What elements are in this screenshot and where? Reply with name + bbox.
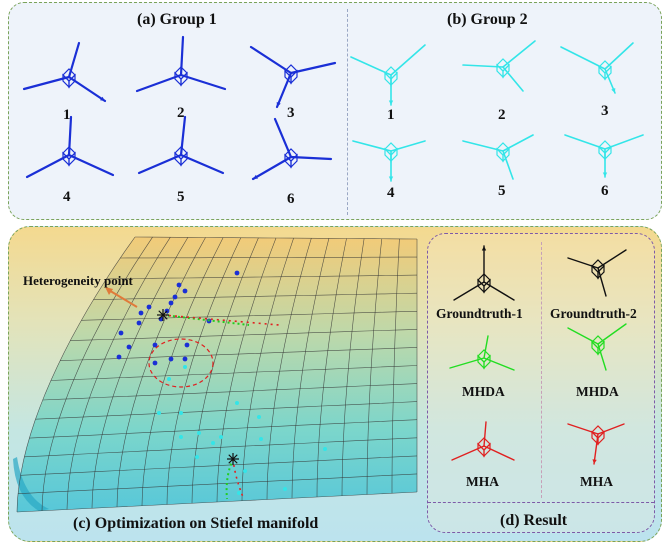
result-label-mhda-right: MHDA	[576, 384, 619, 399]
group2-label-6: 6	[601, 183, 609, 199]
result-label-groundtruth-1: Groundtruth-1	[436, 306, 523, 321]
result-frame-mhda-2	[567, 323, 627, 371]
group2-frame-5	[462, 134, 534, 180]
result-frame-groundtruth-1	[453, 245, 515, 301]
cyan-point	[183, 365, 187, 369]
result-frame-mha-1	[451, 421, 515, 461]
center-star-1	[157, 309, 169, 321]
blue-point	[152, 342, 158, 348]
cyan-point	[219, 435, 223, 439]
group2-frame-1	[350, 44, 426, 106]
cyan-point	[323, 447, 327, 451]
blue-point	[146, 304, 152, 310]
group2-label-2: 2	[498, 107, 506, 123]
blue-point	[118, 330, 124, 336]
group1-label-4: 4	[63, 189, 71, 205]
blue-point	[172, 294, 178, 300]
cyan-point	[235, 401, 239, 405]
result-label-groundtruth-2: Groundtruth-2	[550, 306, 637, 321]
blue-point	[182, 288, 188, 294]
result-label-mha-left: MHA	[466, 474, 499, 489]
result-svg	[449, 245, 627, 465]
group1-frame-5	[137, 115, 225, 175]
heterogeneity-region	[148, 338, 214, 388]
result-frame-groundtruth-2	[567, 249, 627, 297]
blue-point	[182, 356, 188, 362]
cyan-point	[179, 435, 183, 439]
blue-point	[234, 270, 240, 276]
blue-point	[138, 310, 144, 316]
blue-point	[116, 354, 122, 360]
result-label-mha-right: MHA	[580, 474, 613, 489]
group1-frame-2	[135, 35, 227, 93]
group2-frame-3	[560, 42, 634, 94]
cyan-point	[237, 491, 241, 495]
group1-label-1: 1	[63, 107, 71, 123]
group2-label-4: 4	[387, 185, 395, 201]
cyan-point	[195, 455, 199, 459]
groups-svg	[22, 35, 644, 182]
cyan-point	[211, 441, 215, 445]
group1-label-5: 5	[177, 189, 185, 205]
result-frame-mhda-1	[449, 335, 515, 371]
group1-frame-6	[251, 117, 333, 181]
cyan-point	[157, 411, 161, 415]
center-star-2	[227, 453, 239, 465]
optimization-title: (c) Optimization on Stiefel manifold	[73, 515, 319, 532]
group2-frame-4	[352, 140, 426, 182]
cyan-point	[179, 411, 183, 415]
cyan-point	[257, 415, 261, 419]
result-title-separator	[428, 502, 654, 503]
manifold-svg	[13, 236, 418, 513]
result-divider	[541, 242, 542, 498]
blue-point	[152, 360, 158, 366]
trajectory-red	[162, 314, 280, 326]
blue-point	[168, 300, 174, 306]
result-panel: Groundtruth-1 MHDA MHA Groundtruth-2 MHD…	[427, 233, 655, 533]
group1-frame-1	[22, 41, 107, 103]
group1-frame-4	[25, 115, 115, 179]
result-title: (d) Result	[500, 512, 568, 529]
cyan-point	[167, 377, 171, 381]
result-frame-mha-2	[567, 423, 625, 465]
cyan-point	[259, 437, 263, 441]
trajectory-red-2	[232, 458, 244, 498]
cyan-point	[197, 431, 201, 435]
manifold-surface	[13, 236, 418, 513]
cyan-point	[283, 487, 287, 491]
group2-frame-2	[462, 40, 536, 92]
group2-label-3: 3	[601, 103, 609, 119]
cyan-point	[243, 469, 247, 473]
group1-label-3: 3	[287, 105, 295, 121]
blue-point	[136, 320, 142, 326]
annotation-arrow	[106, 288, 138, 308]
blue-point	[184, 342, 190, 348]
group1-label-2: 2	[177, 105, 185, 121]
group2-frame-6	[564, 134, 644, 178]
group1-frame-3	[249, 45, 337, 109]
groups-panel: (a) Group 1 (b) Group 2 1 2 3 4 5 6 1 2 …	[8, 2, 662, 220]
group2-title: (b) Group 2	[447, 11, 528, 28]
group-divider	[347, 9, 348, 215]
group2-label-1: 1	[387, 107, 395, 123]
group1-title: (a) Group 1	[137, 11, 217, 28]
optimization-panel: Heterogeneity point (c) Optimization on …	[8, 226, 662, 542]
group1-label-6: 6	[287, 191, 295, 207]
result-label-mhda-left: MHDA	[462, 384, 505, 399]
blue-point	[168, 356, 174, 362]
heterogeneity-annotation: Heterogeneity point	[23, 273, 133, 288]
blue-point	[126, 344, 132, 350]
group2-label-5: 5	[498, 183, 506, 199]
blue-point	[176, 282, 182, 288]
